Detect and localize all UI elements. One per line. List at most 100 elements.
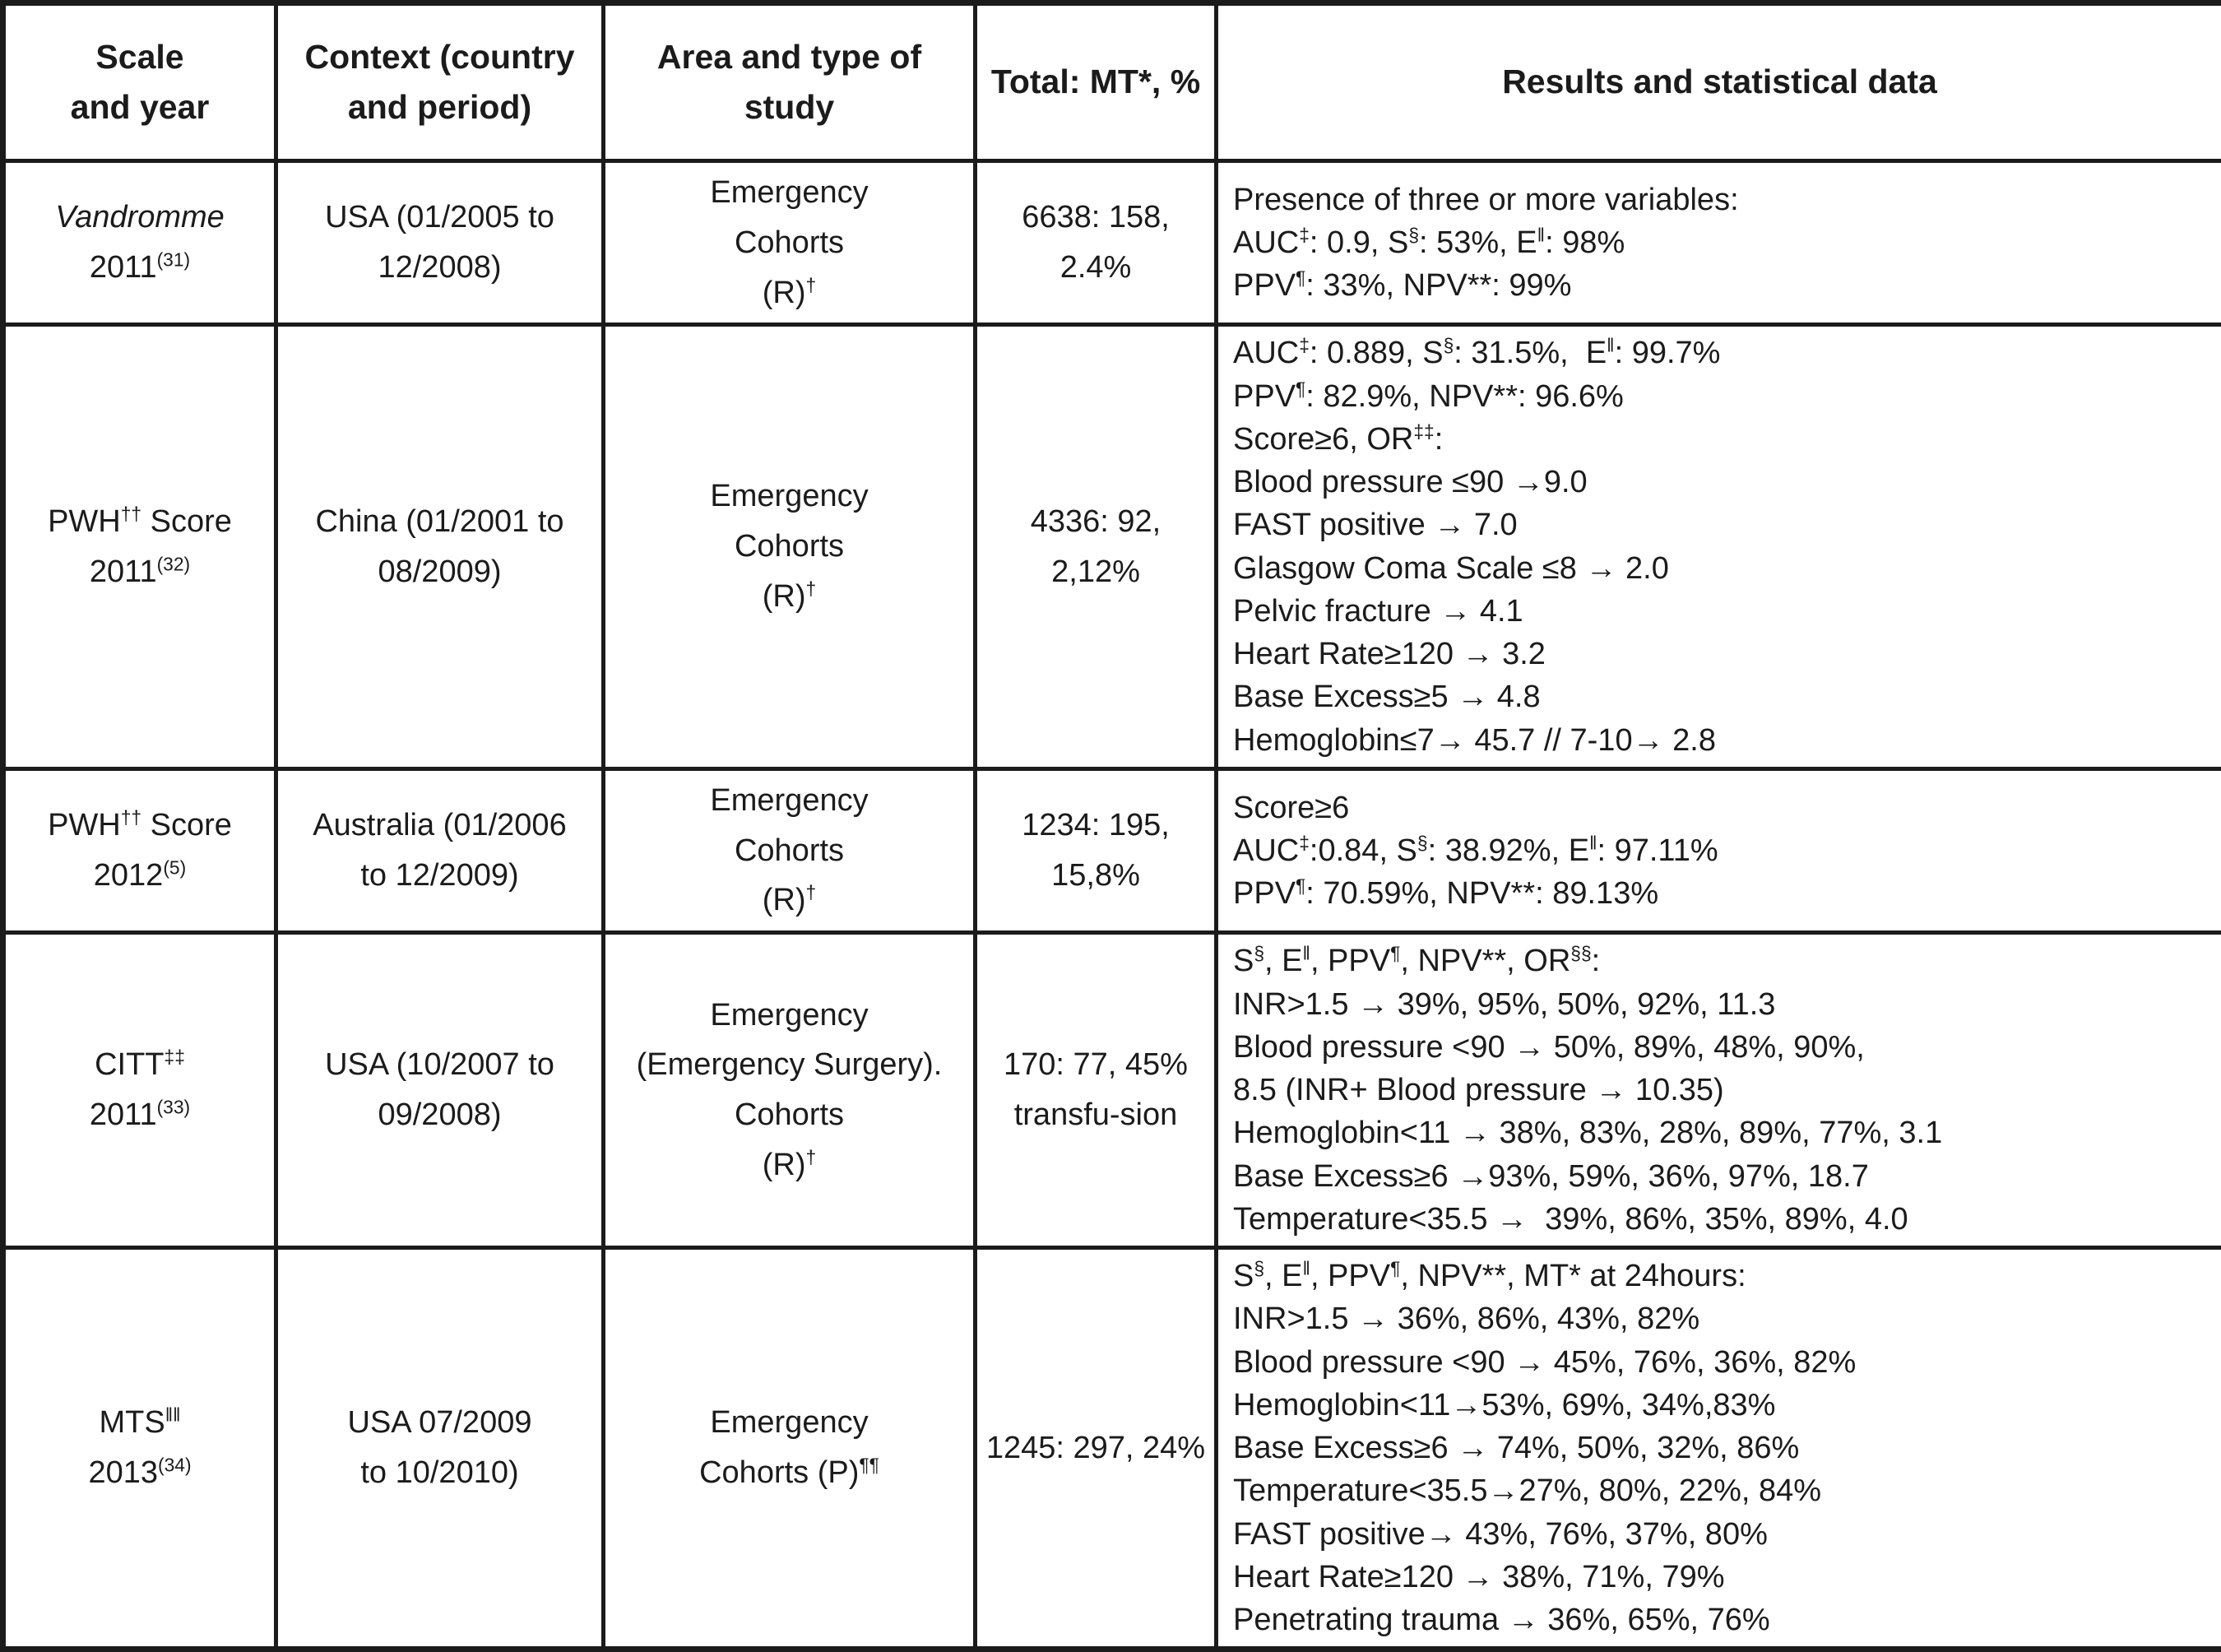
- text-line: AUC‡:0.84, S§: 38.92%, E‖: 97.11%: [1233, 829, 2211, 872]
- cell-results: S§, E‖, PPV¶, NPV**, OR§§:INR>1.5 → 39%,…: [1217, 933, 2221, 1248]
- text-line: Blood pressure <90 → 45%, 76%, 36%, 82%: [1233, 1341, 2211, 1384]
- text-line: Glasgow Coma Scale ≤8 → 2.0: [1233, 547, 2211, 590]
- superscript-marker: ‡: [1299, 224, 1310, 245]
- text-line: Blood pressure <90 → 50%, 89%, 48%, 90%,: [1233, 1026, 2211, 1069]
- text-line: Hemoglobin<11→53%, 69%, 34%,83%: [1233, 1384, 2211, 1427]
- text-line: USA (10/2007 to: [286, 1040, 593, 1090]
- text-line: Total: MT*, %: [985, 57, 1206, 108]
- text-line: 4336: 92, 2,12%: [985, 497, 1206, 597]
- superscript-marker: †: [806, 1146, 817, 1167]
- text-line: 09/2008): [286, 1090, 593, 1140]
- text-line: FAST positive → 7.0: [1233, 503, 2211, 546]
- superscript-marker: (33): [157, 1097, 191, 1118]
- superscript-marker: (34): [158, 1455, 192, 1476]
- text-line: study: [614, 82, 965, 133]
- text-line: 1234: 195,: [985, 800, 1206, 851]
- superscript-marker: §: [1408, 224, 1419, 245]
- text-line: Emergency: [614, 168, 965, 218]
- text-line: Australia (01/2006: [286, 800, 593, 851]
- text-line: AUC‡: 0.889, S§: 31.5%, E‖: 99.7%: [1233, 332, 2211, 374]
- superscript-marker: (5): [163, 856, 186, 878]
- text-line: 8.5 (INR+ Blood pressure → 10.35): [1233, 1069, 2211, 1111]
- superscript-marker: ¶: [1296, 875, 1305, 897]
- superscript-marker: †: [806, 882, 817, 903]
- text-line: PWH†† Score: [14, 497, 266, 547]
- superscript-marker: ‖‖: [165, 1404, 181, 1426]
- text-line: USA (01/2005 to: [286, 193, 593, 243]
- cell-total-mt: 1234: 195,15,8%: [976, 768, 1217, 932]
- text-line: transfu-sion: [985, 1090, 1206, 1140]
- text-line: to 10/2010): [286, 1448, 593, 1498]
- superscript-marker: §: [1254, 943, 1264, 964]
- superscript-marker: ¶: [1390, 1257, 1400, 1278]
- text-line: Emergency: [614, 1398, 965, 1448]
- text-line: Cohorts: [614, 1090, 965, 1140]
- cell-total-mt: 1245: 297, 24%: [976, 1248, 1217, 1650]
- superscript-marker: ¶: [1296, 378, 1305, 399]
- text-line: INR>1.5 → 36%, 86%, 43%, 82%: [1233, 1297, 2211, 1340]
- cell-scale-and-year: Vandromme 2011(31): [3, 161, 276, 325]
- cell-results: S§, E‖, PPV¶, NPV**, MT* at 24hours:INR>…: [1217, 1248, 2221, 1650]
- text-line: 2.4%: [985, 243, 1206, 293]
- text-line: MTS‖‖: [14, 1398, 266, 1448]
- text-line: Pelvic fracture → 4.1: [1233, 590, 2211, 633]
- superscript-marker: ‖: [1589, 832, 1597, 853]
- text-line: (R)†: [614, 875, 965, 926]
- text-line: Hemoglobin≤7→ 45.7 // 7-10→ 2.8: [1233, 719, 2211, 762]
- column-header-total-mt: Total: MT*, %: [976, 3, 1217, 161]
- text-line: 08/2009): [286, 547, 593, 597]
- text-line: 2011(31): [14, 243, 266, 293]
- superscript-marker: ‡‡: [1413, 420, 1434, 442]
- text-line: 2011(33): [14, 1090, 266, 1140]
- text-line: Base Excess≥6 →93%, 59%, 36%, 97%, 18.7: [1233, 1155, 2211, 1198]
- cell-total-mt: 6638: 158,2.4%: [976, 161, 1217, 325]
- text-line: Blood pressure ≤90 →9.0: [1233, 461, 2211, 503]
- cell-area-and-type: Emergency(Emergency Surgery).Cohorts(R)†: [604, 933, 976, 1248]
- text-line: 2012(5): [14, 851, 266, 901]
- superscript-marker: ‖: [1607, 335, 1614, 356]
- text-line: S§, E‖, PPV¶, NPV**, MT* at 24hours:: [1233, 1255, 2211, 1297]
- text-line: 170: 77, 45%: [985, 1040, 1206, 1090]
- superscript-marker: §: [1254, 1257, 1264, 1278]
- text-line: (R)†: [614, 1140, 965, 1190]
- text-line: Penetrating trauma → 36%, 65%, 76%: [1233, 1599, 2211, 1641]
- text-segment: Vandromme: [55, 200, 225, 234]
- text-line: Base Excess≥6 → 74%, 50%, 32%, 86%: [1233, 1427, 2211, 1469]
- text-line: Cohorts: [614, 218, 965, 268]
- text-line: and year: [14, 82, 266, 133]
- superscript-marker: ‡: [1299, 832, 1310, 853]
- text-line: Cohorts: [614, 522, 965, 572]
- text-line: Context (country: [286, 32, 593, 83]
- superscript-marker: †: [806, 274, 817, 295]
- superscript-marker: ‖: [1303, 1257, 1310, 1278]
- text-line: Emergency: [614, 471, 965, 522]
- text-line: USA 07/2009: [286, 1398, 593, 1448]
- text-line: Base Excess≥5 → 4.8: [1233, 675, 2211, 718]
- superscript-marker: ¶: [1390, 943, 1400, 964]
- text-line: 12/2008): [286, 243, 593, 293]
- text-line: Temperature<35.5→27%, 80%, 22%, 84%: [1233, 1469, 2211, 1512]
- text-line: Results and statistical data: [1226, 57, 2213, 108]
- text-line: PPV¶: 82.9%, NPV**: 96.6%: [1233, 375, 2211, 418]
- text-line: Emergency: [614, 991, 965, 1041]
- superscript-marker: §: [1417, 832, 1428, 853]
- text-line: CITT‡‡: [14, 1040, 266, 1090]
- superscript-marker: §: [1444, 335, 1454, 356]
- text-line: Emergency: [614, 776, 965, 826]
- superscript-marker: ¶: [1296, 267, 1305, 289]
- text-line: S§, E‖, PPV¶, NPV**, OR§§:: [1233, 940, 2211, 982]
